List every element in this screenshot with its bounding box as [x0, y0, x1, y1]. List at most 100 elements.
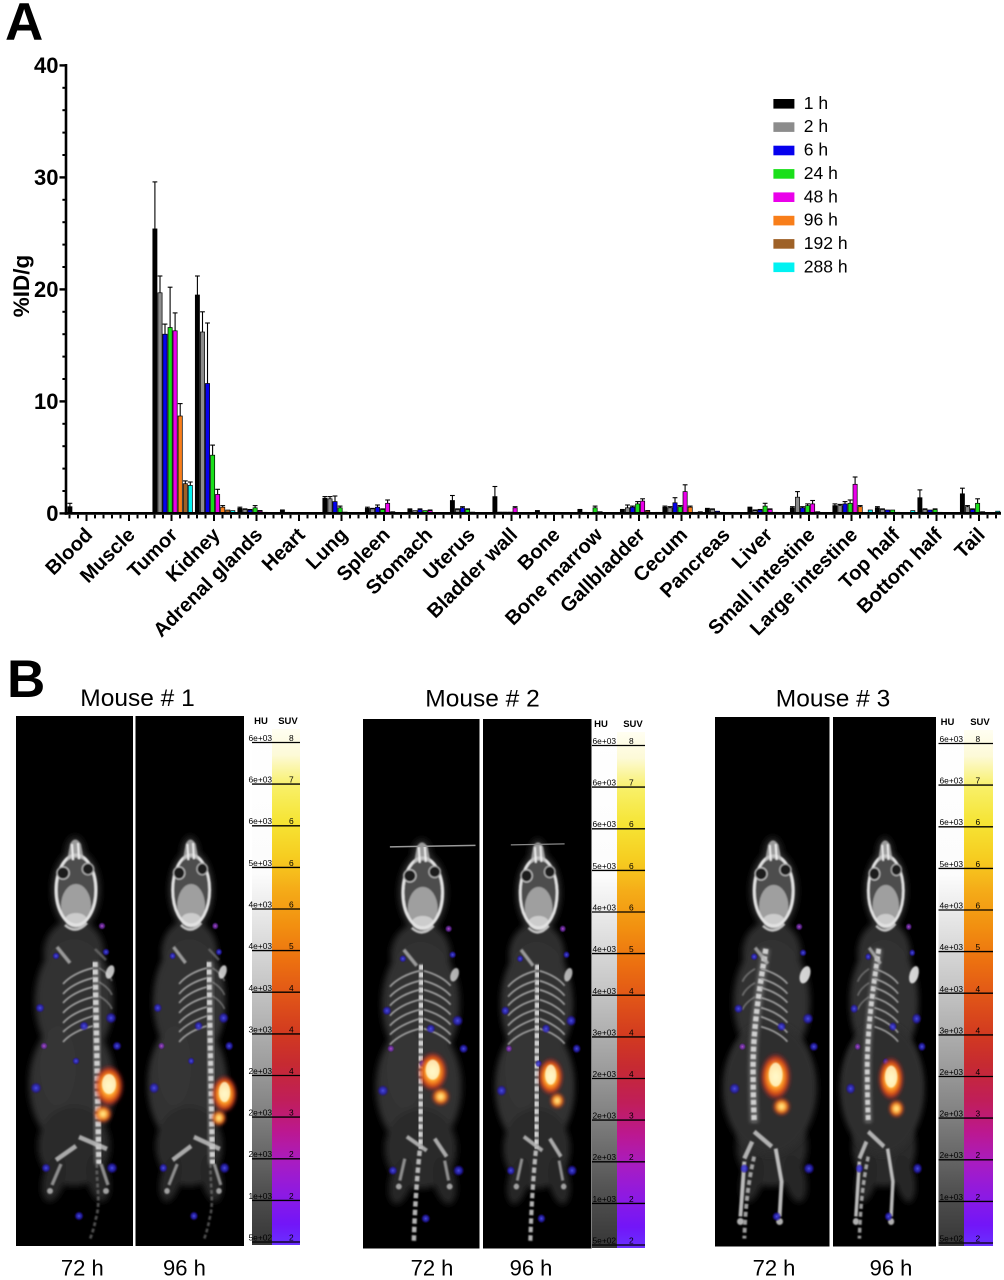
svg-text:6e+03: 6e+03: [940, 817, 964, 827]
svg-text:4: 4: [289, 1066, 294, 1076]
svg-text:40: 40: [34, 53, 58, 78]
svg-text:2e+03: 2e+03: [593, 1069, 617, 1079]
svg-text:2: 2: [629, 1152, 634, 1162]
svg-text:HU: HU: [254, 716, 268, 727]
svg-text:5: 5: [629, 944, 634, 954]
svg-text:6e+03: 6e+03: [249, 816, 273, 826]
svg-text:6e+03: 6e+03: [593, 819, 617, 829]
svg-text:4e+03: 4e+03: [940, 984, 964, 994]
svg-text:2e+03: 2e+03: [249, 1149, 273, 1159]
svg-text:48 h: 48 h: [804, 186, 838, 206]
svg-text:2: 2: [976, 1192, 981, 1202]
svg-text:4e+03: 4e+03: [593, 986, 617, 996]
svg-text:4: 4: [976, 1025, 981, 1035]
svg-text:4: 4: [289, 1024, 294, 1034]
svg-text:4e+03: 4e+03: [940, 942, 964, 952]
svg-text:0: 0: [46, 501, 58, 526]
svg-text:A: A: [5, 0, 43, 52]
svg-text:Mouse # 1: Mouse # 1: [80, 685, 194, 712]
svg-text:HU: HU: [941, 717, 955, 728]
svg-text:SUV: SUV: [623, 719, 643, 730]
svg-text:3: 3: [629, 1111, 634, 1121]
svg-text:5: 5: [289, 941, 294, 951]
svg-text:4: 4: [629, 986, 634, 996]
svg-text:10: 10: [34, 389, 58, 414]
svg-text:Mouse # 2: Mouse # 2: [425, 686, 539, 713]
svg-text:4e+03: 4e+03: [249, 900, 273, 910]
svg-text:2: 2: [629, 1236, 634, 1246]
svg-text:1 h: 1 h: [804, 93, 828, 113]
svg-text:96 h: 96 h: [510, 1256, 553, 1280]
svg-text:2e+03: 2e+03: [940, 1150, 964, 1160]
svg-text:4: 4: [289, 983, 294, 993]
svg-text:5e+02: 5e+02: [940, 1234, 964, 1244]
svg-text:5e+02: 5e+02: [593, 1236, 617, 1246]
svg-text:30: 30: [34, 165, 58, 190]
svg-text:24 h: 24 h: [804, 163, 838, 183]
svg-text:3e+03: 3e+03: [940, 1025, 964, 1035]
svg-text:6: 6: [289, 816, 294, 826]
svg-text:4: 4: [976, 984, 981, 994]
svg-text:P: P: [473, 1034, 478, 1041]
svg-text:2e+03: 2e+03: [593, 1111, 617, 1121]
svg-text:8: 8: [289, 733, 294, 743]
svg-text:6 h: 6 h: [804, 140, 828, 160]
svg-text:7: 7: [976, 776, 981, 786]
svg-text:2: 2: [289, 1191, 294, 1201]
svg-text:4: 4: [976, 1067, 981, 1077]
svg-text:192 h: 192 h: [804, 233, 848, 253]
svg-text:288 h: 288 h: [804, 256, 848, 276]
svg-text:6: 6: [629, 819, 634, 829]
svg-text:1e+03: 1e+03: [593, 1194, 617, 1204]
svg-text:2: 2: [289, 1233, 294, 1243]
svg-text:4: 4: [629, 1069, 634, 1079]
svg-text:6: 6: [976, 901, 981, 911]
svg-text:6: 6: [976, 859, 981, 869]
svg-text:5e+03: 5e+03: [940, 859, 964, 869]
svg-text:Mouse # 3: Mouse # 3: [776, 686, 890, 713]
svg-text:4e+03: 4e+03: [593, 903, 617, 913]
svg-text:7: 7: [629, 778, 634, 788]
svg-text:2e+03: 2e+03: [593, 1152, 617, 1162]
svg-text:6: 6: [289, 858, 294, 868]
svg-text:5e+03: 5e+03: [249, 858, 273, 868]
svg-text:72 h: 72 h: [411, 1256, 454, 1280]
svg-text:HU: HU: [594, 719, 608, 730]
svg-text:72 h: 72 h: [753, 1256, 796, 1280]
svg-text:4e+03: 4e+03: [940, 901, 964, 911]
svg-text:4e+03: 4e+03: [249, 983, 273, 993]
svg-text:6: 6: [976, 817, 981, 827]
svg-text:%ID/g: %ID/g: [9, 255, 34, 318]
svg-text:2: 2: [976, 1234, 981, 1244]
svg-text:SUV: SUV: [970, 717, 990, 728]
svg-text:B: B: [7, 650, 45, 709]
svg-text:R: R: [721, 724, 727, 733]
svg-text:6e+03: 6e+03: [249, 733, 273, 743]
svg-text:5e+03: 5e+03: [593, 861, 617, 871]
svg-text:8: 8: [976, 734, 981, 744]
svg-text:4: 4: [629, 1027, 634, 1037]
svg-text:6: 6: [629, 861, 634, 871]
svg-text:4e+03: 4e+03: [593, 944, 617, 954]
svg-text:3: 3: [289, 1108, 294, 1118]
svg-text:8: 8: [629, 736, 634, 746]
svg-text:2 h: 2 h: [804, 116, 828, 136]
svg-text:6e+03: 6e+03: [249, 775, 273, 785]
svg-text:2: 2: [629, 1194, 634, 1204]
svg-text:2: 2: [289, 1149, 294, 1159]
svg-text:2: 2: [976, 1150, 981, 1160]
svg-text:5: 5: [976, 942, 981, 952]
svg-text:SUV: SUV: [278, 716, 298, 727]
svg-text:96 h: 96 h: [163, 1256, 206, 1280]
svg-text:2e+03: 2e+03: [940, 1109, 964, 1119]
svg-text:1e+03: 1e+03: [940, 1192, 964, 1202]
svg-text:6e+03: 6e+03: [593, 736, 617, 746]
svg-text:96 h: 96 h: [870, 1256, 913, 1280]
svg-text:72 h: 72 h: [61, 1256, 104, 1280]
svg-text:3e+03: 3e+03: [593, 1027, 617, 1037]
svg-text:6e+03: 6e+03: [593, 778, 617, 788]
svg-text:6: 6: [629, 903, 634, 913]
svg-text:2e+03: 2e+03: [940, 1067, 964, 1077]
svg-text:6e+03: 6e+03: [940, 776, 964, 786]
svg-text:3e+03: 3e+03: [249, 1024, 273, 1034]
